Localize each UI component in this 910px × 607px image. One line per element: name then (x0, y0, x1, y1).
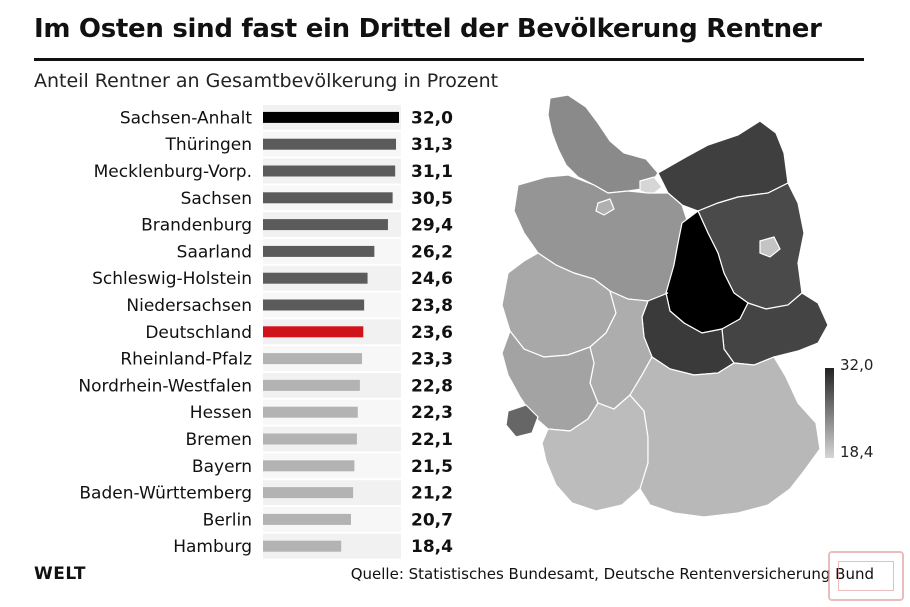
map-region-hamburg (639, 176, 663, 196)
bar (263, 487, 354, 499)
category-label: Thüringen (165, 135, 252, 155)
category-label: Niedersachsen (126, 296, 252, 316)
category-label: Rheinland-Pfalz (120, 350, 252, 370)
value-label: 18,4 (411, 537, 453, 557)
map-region-schleswig-holstein (547, 94, 659, 194)
category-label: Hamburg (173, 537, 252, 557)
bar (263, 513, 351, 525)
value-label: 23,6 (411, 323, 453, 343)
value-label: 23,8 (411, 296, 453, 316)
value-label: 26,2 (411, 242, 453, 262)
source-note: Quelle: Statistisches Bundesamt, Deutsch… (350, 565, 874, 583)
value-label: 20,7 (411, 510, 453, 530)
value-label: 23,3 (411, 350, 453, 370)
category-label: Mecklenburg-Vorp. (94, 162, 252, 182)
bar (263, 540, 342, 552)
map-region-bayern (629, 356, 821, 518)
title-divider (34, 58, 864, 61)
watermark-stamp (828, 551, 904, 601)
bar (263, 245, 375, 257)
chart-subtitle: Anteil Rentner an Gesamtbevölkerung in P… (34, 70, 499, 92)
bar (263, 111, 399, 123)
bar (263, 379, 360, 391)
category-label: Deutschland (145, 323, 252, 343)
chart-title: Im Osten sind fast ein Drittel der Bevöl… (34, 14, 822, 44)
category-label: Schleswig-Holstein (92, 269, 252, 289)
category-label: Brandenburg (141, 216, 252, 236)
value-label: 30,5 (411, 189, 453, 209)
bar (263, 138, 397, 150)
category-label: Saarland (177, 242, 252, 262)
germany-map (501, 94, 829, 518)
bar (263, 353, 363, 365)
value-label: 22,1 (411, 430, 453, 450)
category-label: Sachsen (181, 189, 252, 209)
value-label: 32,0 (411, 108, 453, 128)
value-label: 21,5 (411, 457, 453, 477)
value-label: 22,3 (411, 403, 453, 423)
bar (263, 460, 355, 472)
bar (263, 272, 368, 284)
bar (263, 326, 364, 338)
value-label: 24,6 (411, 269, 453, 289)
value-label: 31,3 (411, 135, 453, 155)
map-region-berlin (759, 236, 781, 258)
map-region-bremen (595, 198, 615, 216)
bar (263, 433, 357, 445)
category-label: Hessen (190, 403, 252, 423)
value-label: 29,4 (411, 216, 453, 236)
value-label: 31,1 (411, 162, 453, 182)
bar (263, 165, 396, 177)
color-scale-max-label: 32,0 (840, 356, 874, 374)
map-region-saarland (505, 404, 539, 438)
bar (263, 299, 365, 311)
category-label: Berlin (203, 510, 252, 530)
bar (263, 192, 393, 204)
value-label: 21,2 (411, 484, 453, 504)
bar (263, 219, 388, 231)
category-label: Sachsen-Anhalt (120, 108, 252, 128)
value-label: 22,8 (411, 376, 453, 396)
category-label: Bayern (192, 457, 252, 477)
welt-logo: WELT (34, 564, 86, 584)
category-label: Bremen (185, 430, 252, 450)
bar (263, 406, 358, 418)
color-scale-min-label: 18,4 (840, 443, 874, 461)
bar-chart: Sachsen-Anhalt 32,0 Thüringen 31,3 Mecklenbu… (78, 105, 453, 559)
color-scale-bar (825, 368, 834, 458)
category-label: Nordrhein-Westfalen (78, 376, 252, 396)
category-label: Baden-Württemberg (79, 484, 252, 504)
